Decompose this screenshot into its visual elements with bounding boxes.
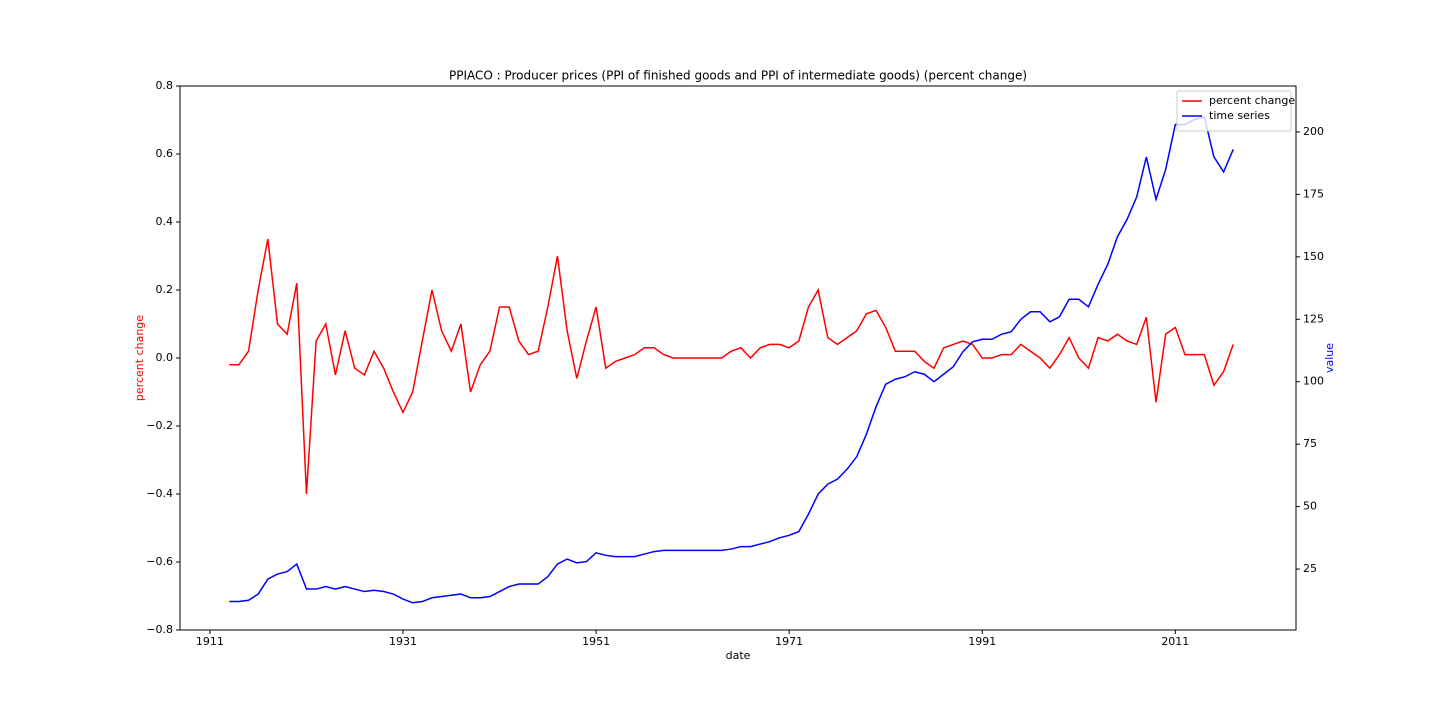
y-tick-label: 0.2 (156, 283, 174, 296)
y2-tick-label: 200 (1303, 125, 1324, 138)
y-tick-label: 0.6 (156, 147, 174, 160)
plot-frame (179, 85, 1297, 631)
y2-tick-label: 75 (1303, 437, 1317, 450)
y2-axis-label: value (1323, 343, 1336, 373)
legend-box (1176, 90, 1292, 132)
x-tick-label: 1951 (582, 635, 610, 648)
y-tick-label: 0.8 (156, 79, 174, 92)
y2-tick-label: 100 (1303, 375, 1324, 388)
x-tick-label: 2011 (1161, 635, 1189, 648)
y-tick-label: −0.2 (146, 419, 173, 432)
legend-label: time series (1209, 109, 1270, 122)
series-line (229, 116, 1234, 604)
x-tick-label: 1931 (389, 635, 417, 648)
legend-label: percent change (1209, 94, 1295, 107)
x-tick-label: 1971 (775, 635, 803, 648)
x-tick-label: 1991 (968, 635, 996, 648)
chart-title: PPIACO : Producer prices (PPI of finishe… (449, 69, 1027, 83)
y-tick-label: −0.6 (146, 555, 173, 568)
y2-tick-label: 50 (1303, 500, 1317, 513)
x-tick-label: 1911 (196, 635, 224, 648)
y-tick-label: −0.8 (146, 623, 173, 636)
y2-tick-label: 25 (1303, 562, 1317, 575)
y-axis-label: percent change (133, 315, 146, 401)
x-axis-label: date (726, 649, 751, 662)
y2-tick-label: 175 (1303, 187, 1324, 200)
y2-tick-label: 125 (1303, 312, 1324, 325)
y-tick-label: 0.0 (156, 351, 174, 364)
y-tick-label: −0.4 (146, 487, 173, 500)
y-tick-label: 0.4 (156, 215, 174, 228)
y2-tick-label: 150 (1303, 250, 1324, 263)
series-line (229, 238, 1234, 495)
